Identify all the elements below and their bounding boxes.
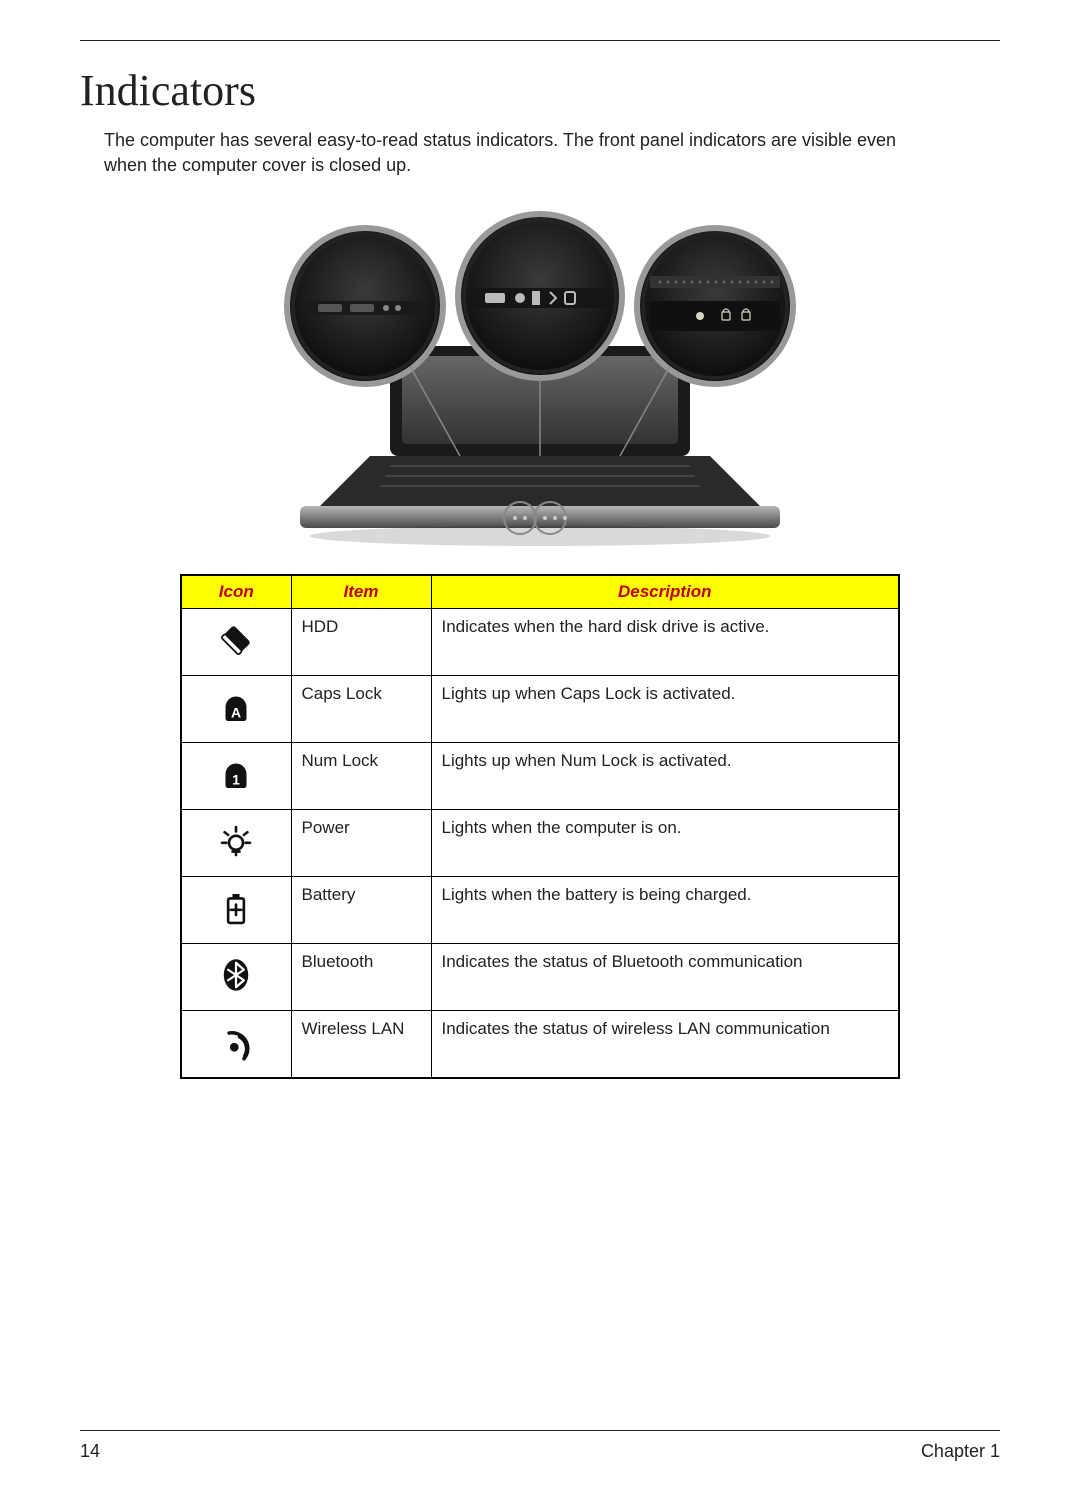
- capslock-icon: A: [181, 676, 291, 743]
- table-row: Bluetooth Indicates the status of Blueto…: [181, 944, 899, 1011]
- col-item: Item: [291, 575, 431, 609]
- item-desc: Indicates the status of wireless LAN com…: [431, 1011, 899, 1079]
- table-row: Power Lights when the computer is on.: [181, 810, 899, 877]
- svg-text:1: 1: [232, 771, 240, 787]
- power-icon: [181, 810, 291, 877]
- page-number: 14: [80, 1441, 100, 1462]
- intro-text: The computer has several easy-to-read st…: [104, 128, 924, 178]
- page-title: Indicators: [80, 65, 1000, 116]
- laptop-figure: [270, 206, 810, 546]
- page-footer: 14 Chapter 1: [80, 1430, 1000, 1462]
- item-label: Battery: [291, 877, 431, 944]
- table-row: Wireless LAN Indicates the status of wir…: [181, 1011, 899, 1079]
- hdd-icon: [181, 609, 291, 676]
- item-desc: Lights up when Num Lock is activated.: [431, 743, 899, 810]
- table-row: 1 Num Lock Lights up when Num Lock is ac…: [181, 743, 899, 810]
- item-label: HDD: [291, 609, 431, 676]
- item-label: Num Lock: [291, 743, 431, 810]
- item-desc: Lights when the computer is on.: [431, 810, 899, 877]
- table-row: HDD Indicates when the hard disk drive i…: [181, 609, 899, 676]
- indicators-table: Icon Item Description HDD Indicates when…: [180, 574, 900, 1079]
- item-desc: Lights when the battery is being charged…: [431, 877, 899, 944]
- wifi-icon: [181, 1011, 291, 1079]
- item-label: Caps Lock: [291, 676, 431, 743]
- svg-text:A: A: [231, 704, 241, 720]
- table-row: Battery Lights when the battery is being…: [181, 877, 899, 944]
- top-rule: [80, 40, 1000, 41]
- numlock-icon: 1: [181, 743, 291, 810]
- item-desc: Indicates the status of Bluetooth commun…: [431, 944, 899, 1011]
- col-icon: Icon: [181, 575, 291, 609]
- battery-icon: [181, 877, 291, 944]
- item-desc: Indicates when the hard disk drive is ac…: [431, 609, 899, 676]
- item-label: Bluetooth: [291, 944, 431, 1011]
- footer-rule: [80, 1430, 1000, 1431]
- table-header-row: Icon Item Description: [181, 575, 899, 609]
- bluetooth-icon: [181, 944, 291, 1011]
- item-label: Wireless LAN: [291, 1011, 431, 1079]
- chapter-label: Chapter 1: [921, 1441, 1000, 1462]
- col-description: Description: [431, 575, 899, 609]
- table-row: A Caps Lock Lights up when Caps Lock is …: [181, 676, 899, 743]
- item-label: Power: [291, 810, 431, 877]
- item-desc: Lights up when Caps Lock is activated.: [431, 676, 899, 743]
